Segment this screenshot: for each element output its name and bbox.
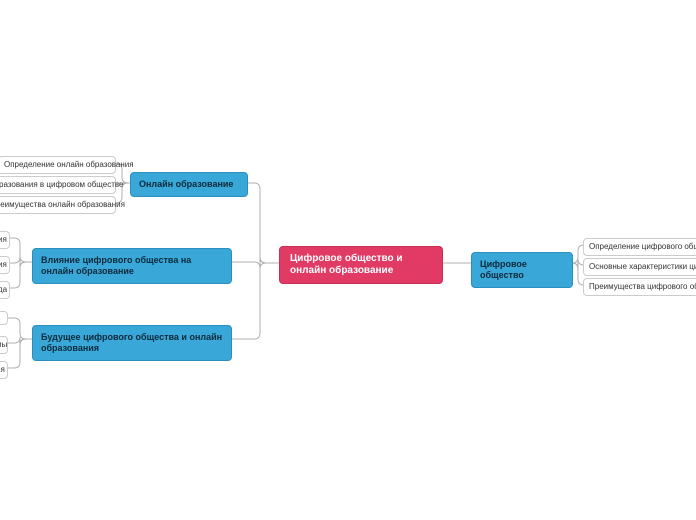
leaf-node[interactable]: образования в цифровом обществе — [0, 176, 116, 194]
leaf-node[interactable]: ия — [0, 361, 8, 379]
leaf-node[interactable]: ия — [0, 256, 10, 274]
leaf-node[interactable]: Преимущества онлайн образования — [0, 196, 116, 214]
leaf-node[interactable]: Определение онлайн образования — [0, 156, 116, 174]
central-label: Цифровое общество и онлайн образование — [290, 253, 432, 277]
leaf-node[interactable]: Определение цифрового общества — [583, 238, 696, 256]
leaf-label: Определение онлайн образования — [4, 160, 134, 170]
branch-online-education[interactable]: Онлайн образование — [130, 172, 248, 197]
branch-impact[interactable]: Влияние цифрового общества на онлайн обр… — [32, 248, 232, 284]
leaf-label: образования в цифровом обществе — [0, 180, 124, 190]
leaf-node[interactable]: ия — [0, 231, 10, 249]
leaf-node[interactable]: да — [0, 281, 10, 299]
leaf-label: ия — [0, 260, 7, 270]
branch-label: Будущее цифрового общества и онлайн обра… — [41, 332, 223, 354]
leaf-node[interactable]: Основные характеристики цифрово — [583, 258, 696, 276]
branch-future[interactable]: Будущее цифрового общества и онлайн обра… — [32, 325, 232, 361]
mindmap-canvas: Цифровое общество и онлайн образование О… — [0, 0, 696, 520]
leaf-label: да — [0, 285, 7, 295]
leaf-label: мы — [0, 340, 7, 350]
branch-digital-society[interactable]: Цифровое общество — [471, 252, 573, 288]
leaf-node[interactable] — [0, 311, 8, 325]
leaf-label: Основные характеристики цифрово — [589, 262, 696, 272]
leaf-label: ия — [0, 365, 5, 375]
leaf-label: Преимущества цифрового общества — [589, 282, 696, 292]
branch-label: Онлайн образование — [139, 179, 233, 190]
branch-label: Цифровое общество — [480, 259, 564, 281]
leaf-label: Определение цифрового общества — [589, 242, 696, 252]
central-node[interactable]: Цифровое общество и онлайн образование — [279, 246, 443, 284]
branch-label: Влияние цифрового общества на онлайн обр… — [41, 255, 223, 277]
leaf-node[interactable]: мы — [0, 336, 8, 354]
leaf-node[interactable]: Преимущества цифрового общества — [583, 278, 696, 296]
leaf-label: ия — [0, 235, 7, 245]
leaf-label: Преимущества онлайн образования — [0, 200, 125, 210]
